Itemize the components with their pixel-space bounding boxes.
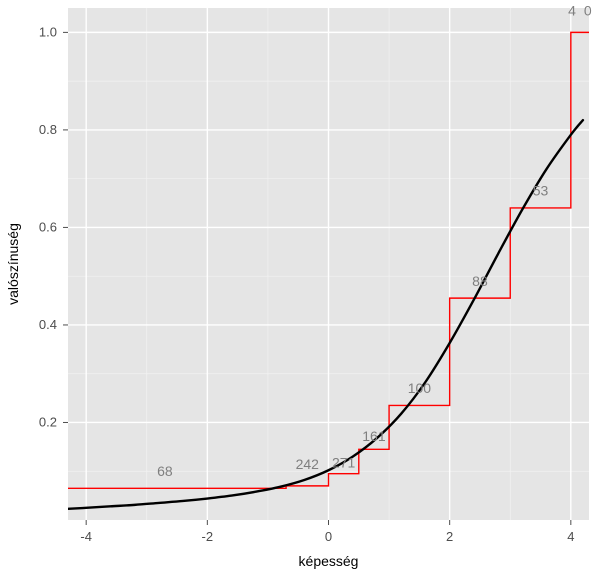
x-tick-label: 2	[446, 529, 453, 544]
x-tick-label: -4	[80, 529, 92, 544]
count-label: 68	[157, 463, 173, 479]
y-tick-label: 1.0	[39, 24, 57, 39]
y-tick-label: 0.8	[39, 122, 57, 137]
y-axis-title: valószínuség	[5, 223, 21, 305]
count-label: 0	[584, 2, 592, 18]
x-tick-label: 4	[567, 529, 574, 544]
count-label: 161	[362, 428, 386, 444]
y-tick-label: 0.6	[39, 219, 57, 234]
x-axis-title: képesség	[299, 553, 359, 569]
count-label: 4	[568, 2, 576, 18]
count-label: 53	[533, 183, 549, 199]
y-tick-label: 0.4	[39, 317, 57, 332]
count-label: 88	[472, 273, 488, 289]
count-label: 242	[296, 456, 320, 472]
x-tick-label: 0	[325, 529, 332, 544]
count-label: 100	[408, 380, 432, 396]
y-tick-label: 0.2	[39, 414, 57, 429]
irt-probability-chart: 68242271161100885340-4-20240.20.40.60.81…	[0, 0, 597, 580]
x-tick-label: -2	[202, 529, 214, 544]
count-label: 271	[332, 454, 356, 470]
